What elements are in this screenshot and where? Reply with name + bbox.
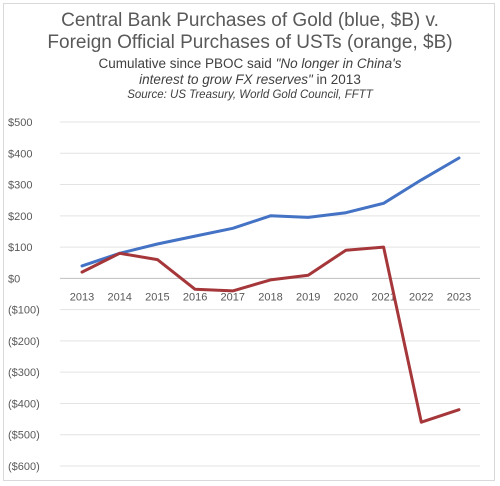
- chart-title-line2: Foreign Official Purchases of USTs (oran…: [47, 32, 453, 53]
- subtitle-prefix: Cumulative since PBOC said: [98, 56, 276, 71]
- x-tick-label: 2017: [221, 291, 245, 303]
- chart-subtitle-line1: Cumulative since PBOC said "No longer in…: [0, 56, 500, 72]
- y-tick-label: ($500): [8, 430, 40, 442]
- y-tick-label: $400: [8, 148, 32, 160]
- y-tick-label: ($200): [8, 336, 40, 348]
- y-tick-label: $200: [8, 211, 32, 223]
- y-tick-label: ($600): [8, 461, 40, 473]
- x-tick-label: 2019: [296, 291, 320, 303]
- x-tick-label: 2021: [371, 291, 395, 303]
- x-tick-label: 2023: [447, 291, 471, 303]
- x-tick-label: 2018: [258, 291, 282, 303]
- subtitle-quote-part2: interest to grow FX reserves": [139, 72, 313, 87]
- y-tick-label: ($300): [8, 367, 40, 379]
- y-tick-label: ($100): [8, 305, 40, 317]
- x-tick-label: 2022: [409, 291, 433, 303]
- subtitle-quote-part1: "No longer in China's: [275, 56, 402, 71]
- subtitle-suffix: in 2013: [312, 72, 361, 87]
- y-tick-label: $500: [8, 117, 32, 129]
- y-tick-label: $0: [8, 273, 20, 285]
- series-line-2: [80, 245, 461, 424]
- x-tick-label: 2013: [70, 291, 94, 303]
- chart-title-line1: Central Bank Purchases of Gold (blue, $B…: [61, 10, 439, 31]
- x-tick-label: 2014: [107, 291, 131, 303]
- y-tick-label: ($400): [8, 398, 40, 410]
- series-line-1: [80, 156, 461, 268]
- x-tick-label: 2020: [334, 291, 358, 303]
- y-tick-label: $300: [8, 180, 32, 192]
- y-tick-label: $100: [8, 242, 32, 254]
- chart-source: Source: US Treasury, World Gold Council,…: [127, 89, 373, 101]
- chart-subtitle-line2: interest to grow FX reserves" in 2013: [0, 72, 500, 88]
- chart-frame: [3, 3, 495, 481]
- x-tick-label: 2015: [145, 291, 169, 303]
- x-tick-label: 2016: [183, 291, 207, 303]
